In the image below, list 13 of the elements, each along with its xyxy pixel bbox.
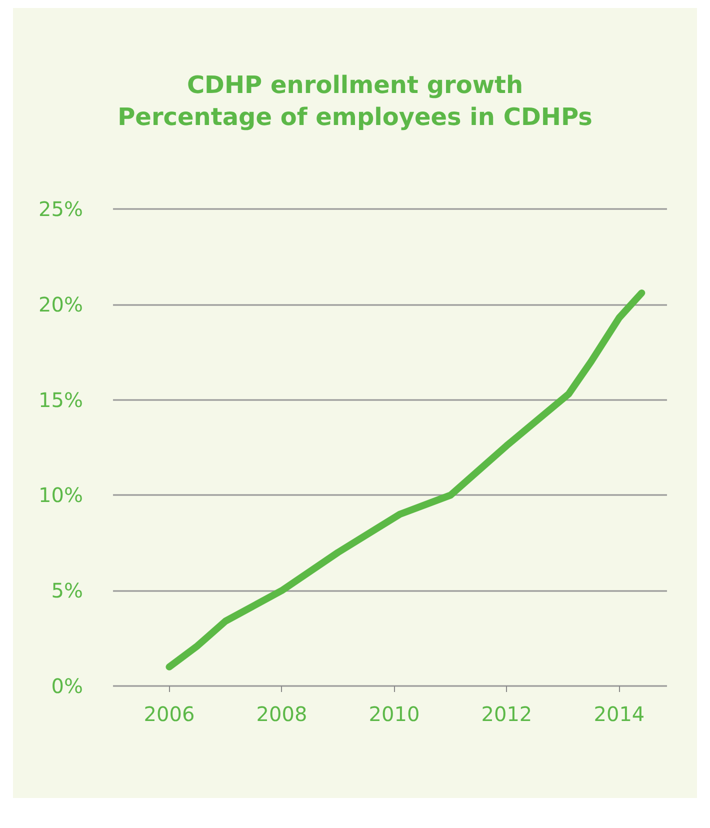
y-tick-label: 15% bbox=[38, 388, 83, 412]
chart-title: CDHP enrollment growth bbox=[186, 71, 524, 99]
x-tick-label: 2014 bbox=[594, 702, 645, 726]
x-tick-label: 2012 bbox=[481, 702, 532, 726]
y-tick-label: 25% bbox=[38, 197, 83, 221]
x-tick-label: 2008 bbox=[256, 702, 308, 726]
y-tick-label: 5% bbox=[51, 578, 83, 603]
x-tick-label: 2006 bbox=[144, 702, 195, 726]
y-tick-label: 20% bbox=[38, 292, 83, 316]
y-tick-label: 0% bbox=[51, 674, 83, 698]
x-tick-label: 2010 bbox=[368, 702, 420, 726]
chart-subtitle: Percentage of employees in CDHPs bbox=[118, 103, 592, 131]
y-tick-label: 10% bbox=[38, 483, 83, 508]
